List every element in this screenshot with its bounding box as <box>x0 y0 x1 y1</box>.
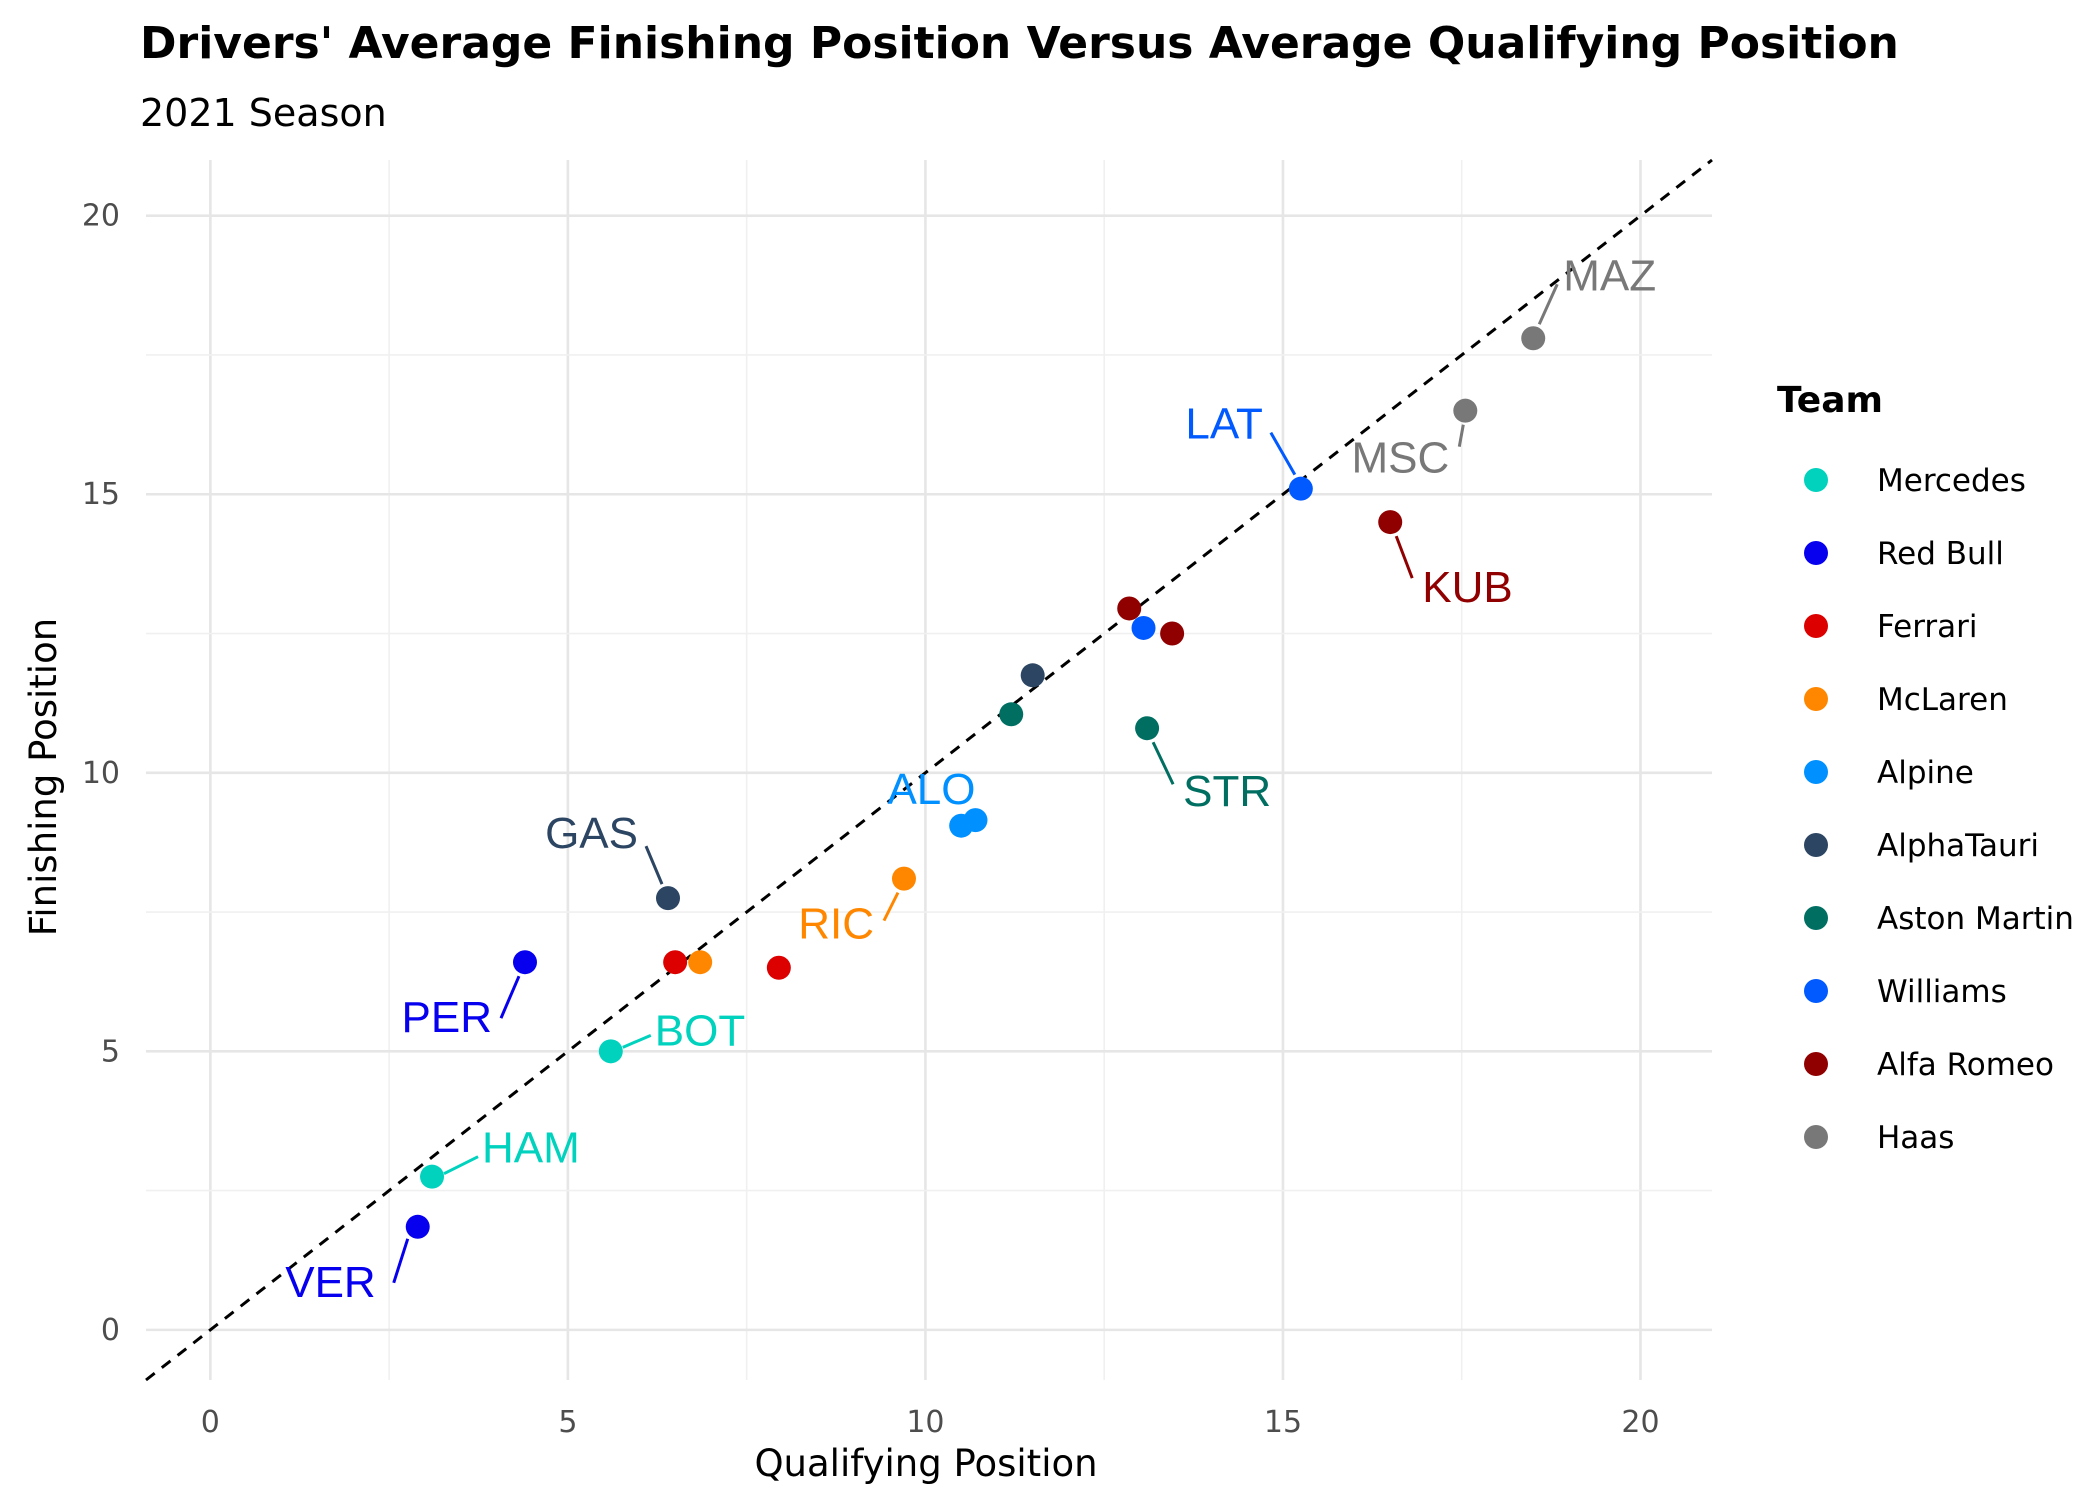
legend-swatch-mercedes <box>1804 468 1828 492</box>
point-label-ver: VER <box>285 1258 375 1307</box>
label-connector <box>392 1238 410 1284</box>
legend-title: Team <box>1777 380 1883 421</box>
label-connector <box>644 845 664 885</box>
legend-items: Mercedes Red Bull Ferrari McLaren Alpine Alph… <box>1804 463 2074 1156</box>
legend-label-ferrari: Ferrari <box>1877 609 1978 645</box>
chart-title: Drivers' Average Finishing Position Vers… <box>140 18 1899 69</box>
data-point-alfa-romeo-13 <box>1117 596 1142 621</box>
legend-label-mercedes: Mercedes <box>1877 463 2026 499</box>
data-point-bot <box>598 1039 623 1064</box>
label-connector <box>1394 535 1414 579</box>
data-points <box>405 326 1546 1239</box>
point-label-lat: LAT <box>1185 400 1262 449</box>
legend-swatch-williams <box>1804 979 1828 1003</box>
legend-label-alpine: Alpine <box>1877 755 1974 791</box>
legend-label-mclaren: McLaren <box>1877 682 2008 718</box>
chart-subtitle: 2021 Season <box>140 91 387 135</box>
legend: Team Mercedes Red Bull Ferrari McLaren Alpin… <box>1777 380 2074 1156</box>
point-label-maz: MAZ <box>1563 251 1656 300</box>
y-tick-label: 0 <box>101 1313 120 1348</box>
legend-label-aston-martin: Aston Martin <box>1877 901 2074 937</box>
point-label-ham: HAM <box>482 1124 580 1173</box>
legend-swatch-ferrari <box>1804 614 1828 638</box>
legend-swatch-aston-martin <box>1804 906 1828 930</box>
x-tick-label: 0 <box>201 1405 220 1440</box>
point-label-bot: BOT <box>655 1006 745 1055</box>
label-connector <box>882 891 900 922</box>
data-point-kub <box>1378 510 1403 535</box>
reference-line <box>145 158 1713 1382</box>
y-tick-label: 20 <box>82 199 120 234</box>
legend-label-alfa-romeo: Alfa Romeo <box>1877 1047 2054 1083</box>
data-point-ferrari-7 <box>766 955 791 980</box>
data-point-alo <box>963 808 988 833</box>
label-connector <box>499 975 521 1019</box>
data-point-alfa-romeo-16 <box>1160 621 1185 646</box>
label-connector <box>1457 424 1465 447</box>
data-point-ham <box>420 1164 445 1189</box>
legend-label-williams: Williams <box>1877 974 2007 1010</box>
label-connector <box>1269 431 1297 476</box>
x-axis-title: Qualifying Position <box>754 1442 1097 1485</box>
legend-swatch-haas <box>1804 1125 1828 1149</box>
point-labels: VER HAM PER BOT GAS RIC ALO STR LAT KUB MSC MAZ <box>285 251 1656 1307</box>
point-label-alo: ALO <box>887 765 975 814</box>
point-label-str: STR <box>1183 767 1271 816</box>
data-point-lat <box>1288 476 1313 501</box>
data-point-msc <box>1453 398 1478 423</box>
data-point-williams-14 <box>1131 615 1156 640</box>
legend-label-red-bull: Red Bull <box>1877 536 2004 572</box>
legend-label-alphatauri: AlphaTauri <box>1877 828 2039 864</box>
label-connectors <box>392 283 1559 1284</box>
legend-swatch-alphatauri <box>1804 833 1828 857</box>
data-point-gas <box>656 886 680 911</box>
point-label-per: PER <box>402 993 492 1042</box>
label-connector <box>443 1155 479 1176</box>
x-tick-label: 15 <box>1264 1405 1302 1440</box>
y-tick-label: 15 <box>82 477 120 512</box>
tick-labels: 0 5 10 15 20 0 5 10 15 20 <box>82 199 1660 1440</box>
point-label-ric: RIC <box>798 900 874 949</box>
data-point-ver <box>405 1214 430 1239</box>
data-point-per <box>512 950 537 975</box>
point-label-kub: KUB <box>1422 563 1512 612</box>
data-point-aston-martin-11 <box>999 702 1024 727</box>
data-point-mclaren-6 <box>688 950 713 975</box>
point-label-msc: MSC <box>1352 434 1450 483</box>
label-connector <box>622 1033 652 1049</box>
legend-swatch-alfa-romeo <box>1804 1052 1828 1076</box>
y-tick-label: 5 <box>101 1034 120 1069</box>
data-point-maz <box>1521 326 1546 351</box>
legend-swatch-mclaren <box>1804 687 1828 711</box>
y-tick-label: 10 <box>82 756 120 791</box>
label-connector <box>1151 741 1175 785</box>
x-tick-label: 5 <box>558 1405 577 1440</box>
legend-swatch-red-bull <box>1804 541 1828 565</box>
grid <box>146 160 1712 1380</box>
y-axis-title: Finishing Position <box>22 618 65 936</box>
label-connector <box>1537 283 1559 325</box>
x-tick-label: 10 <box>906 1405 944 1440</box>
reference-line-layer <box>145 158 1713 1382</box>
point-label-gas: GAS <box>545 809 638 858</box>
data-point-ferrari-5 <box>663 950 688 975</box>
data-point-ric <box>891 866 916 891</box>
x-tick-label: 20 <box>1621 1405 1659 1440</box>
legend-swatch-alpine <box>1804 760 1828 784</box>
data-point-alphatauri-12 <box>1020 663 1045 688</box>
data-point-str <box>1135 716 1160 741</box>
legend-label-haas: Haas <box>1877 1120 1954 1156</box>
